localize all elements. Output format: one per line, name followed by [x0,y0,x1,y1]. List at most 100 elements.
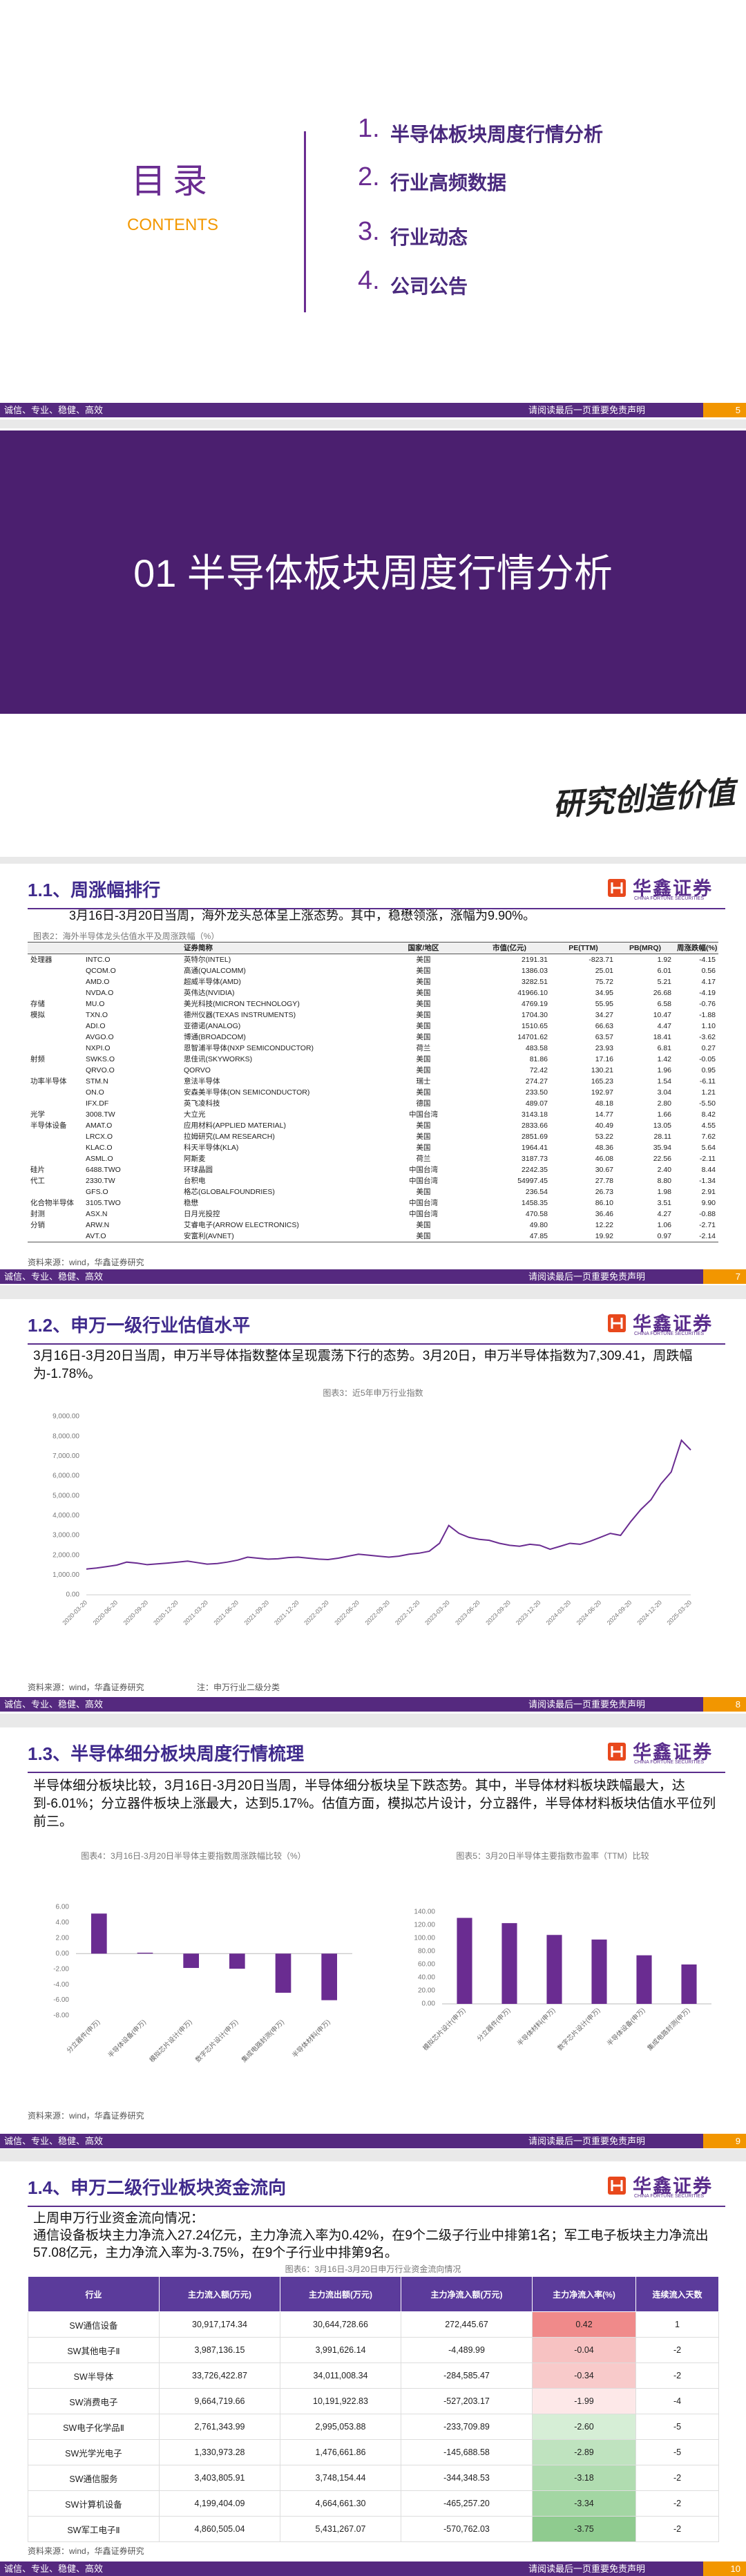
table-cell: 4.27 [657,1210,671,1218]
table-cell: -4 [635,2388,719,2414]
table-cell [28,1065,83,1076]
summary: 3月16日-3月20日当周，海外龙头总体呈上涨态势。其中，稳懋领涨，涨幅为9.9… [69,909,536,922]
brand-logo: 华鑫证券 CHINA FORTUNE SECURITIES [606,873,724,905]
header-cell [28,942,83,954]
table-cell [28,1142,83,1153]
table-cell: 1.10 [701,1022,716,1030]
table-cell: AMD.O [86,978,110,986]
y-tick-label: 8,000.00 [52,1432,79,1440]
capital-flow-slide: 上周申万行业资金流向情况： 通信设备板块主力净流入27.24亿元，主力净流入率为0… [0,2161,746,2576]
table-cell: 恩智浦半导体(NXP SEMICONDUCTOR) [184,1044,314,1052]
heading-rule [28,2206,725,2207]
y-tick-label: 0.00 [422,2000,436,2008]
x-tick-label: 2023-06-20 [454,1599,481,1627]
table-cell: 4.47 [657,1022,671,1030]
footer-bar: 诚信、专业、稳健、高效 请阅读最后一页重要免责声明 8 [0,1697,746,1712]
table-cell: 5.64 [701,1144,716,1152]
y-tick-label: 7,000.00 [52,1452,79,1460]
table-cell: 9.90 [701,1199,716,1207]
table-cell: 光学 [30,1110,45,1119]
table-cell: 48.18 [595,1099,613,1108]
y-tick-label: 60.00 [418,1961,435,1969]
table-cell: QRVO.O [86,1066,115,1074]
table-row: AVGO.O 博通(BROADCOM) 美国 14701.62 63.57 18.41 -3… [28,1032,718,1043]
x-tick-label: 2024-12-20 [635,1599,663,1627]
section-heading: 1.3、半导体细分板块周度行情梳理 [28,1743,305,1764]
table-cell: 3.51 [657,1199,671,1207]
table-cell: 日月光投控 [184,1210,220,1218]
table-cell: 美国 [416,1121,431,1130]
table-cell: ON.O [86,1088,104,1097]
table-cell: -2 [635,2362,719,2389]
x-tick-label: 半导体材料(申万) [291,2018,332,2059]
table-cell: 5.21 [657,978,671,986]
table-cell: -0.05 [699,1055,716,1063]
x-tick-label: 2022-12-20 [394,1599,421,1627]
source: 资料来源：wind，华鑫证券研究 [28,1258,144,1267]
footer-disclaimer: 请阅读最后一页重要免责声明 [528,1271,646,1282]
table-cell: 中国台湾 [409,1210,438,1218]
x-tick-label: 2025-03-20 [665,1599,693,1627]
table-cell: 165.23 [591,1077,613,1086]
table-cell: 博通(BROADCOM) [184,1033,246,1041]
table-cell: -0.34 [532,2362,636,2389]
table-cell [28,1153,83,1164]
table-cell: TXN.O [86,1011,108,1019]
table-cell: 47.85 [468,1231,551,1242]
header-cell: 行业 [28,2276,160,2312]
footer-disclaimer: 请阅读最后一页重要免责声明 [528,1699,646,1710]
summary-text: 通信设备板块主力净流入27.24亿元，主力净流入率为0.42%，在9个二级子行业… [33,2228,709,2260]
table-cell: 科天半导体(KLA) [184,1144,239,1152]
table-row: NVDA.O 英伟达(NVIDIA) 美国 41966.10 34.95 26.68 -4.… [28,987,718,998]
table-row: ADI.O 亚德诺(ANALOG) 美国 1510.65 66.63 4.47 1.10 [28,1021,718,1032]
x-tick-label: 半导体设备(申万) [106,2018,148,2059]
contents-number: 4. [358,266,380,295]
table-cell: 26.68 [653,989,671,997]
brand-en: CHINA FORTUNE SECURITIES [634,2194,704,2199]
table-cell: -4.19 [699,989,716,997]
bar [457,1917,472,2004]
y-tick-label: 6,000.00 [52,1472,79,1480]
table-cell: 0.97 [616,1231,674,1242]
table-cell: SW通信服务 [28,2465,160,2491]
table-cell: ARW.N [86,1221,110,1229]
table-cell: 美国 [416,1133,431,1141]
table-cell: 1458.35 [522,1199,548,1207]
footer-bar: 诚信、专业、稳健、高效 请阅读最后一页重要免责声明 10 [0,2561,746,2576]
brand-logo: 华鑫证券 CHINA FORTUNE SECURITIES [606,1737,724,1769]
table-cell: 美国 [416,989,431,997]
table-cell: SW光学光电子 [28,2439,160,2465]
chart-title: 图表3：近5年申万行业指数 [323,1388,423,1398]
table-cell: SW军工电子Ⅱ [28,2516,160,2542]
section-slide: 01 半导体板块周度行情分析 研究创造价值 [0,428,746,857]
table-cell: IFX.DF [86,1099,109,1108]
x-tick-label: 2022-06-20 [333,1599,361,1627]
summary-title: 上周申万行业资金流向情况： [33,2211,204,2226]
bar [636,1955,652,2004]
table-cell: 美国 [416,1066,431,1074]
y-tick-label: 6.00 [56,1904,70,1911]
x-tick-label: 集成电路封测(申万) [646,2006,692,2052]
table-row: 硅片 6488.TWO 环球晶圆 中国台湾 2242.35 30.67 2.40 8.44 [28,1164,718,1175]
section-title: 01 半导体板块周度行情分析 [131,549,615,598]
bar [91,1913,107,1954]
divider [304,131,306,312]
y-tick-label: -4.00 [53,1981,69,1989]
table-cell: 1.96 [657,1066,671,1074]
brand-en: CHINA FORTUNE SECURITIES [634,1760,704,1765]
table-cell: 化合物半导体 [30,1199,74,1207]
table-cell: 1704.30 [522,1011,548,1019]
table-row: SW通信服务 3,403,805.91 3,748,154.44 -344,348.5… [28,2465,719,2491]
section-band [0,430,746,714]
brand-icon [608,2177,626,2195]
table-cell: QORVO [184,1066,211,1074]
table-cell [28,1043,83,1054]
table-cell: 470.58 [525,1210,548,1218]
footer-disclaimer: 请阅读最后一页重要免责声明 [528,2136,646,2146]
section-number: 01 [133,551,177,595]
table-cell: 1510.65 [522,1022,548,1030]
table-cell: -570,762.03 [401,2516,533,2542]
footer-motto: 诚信、专业、稳健、高效 [4,1699,104,1710]
header-cell: 证券简称 [181,942,379,954]
table-cell: 483.58 [525,1044,548,1052]
